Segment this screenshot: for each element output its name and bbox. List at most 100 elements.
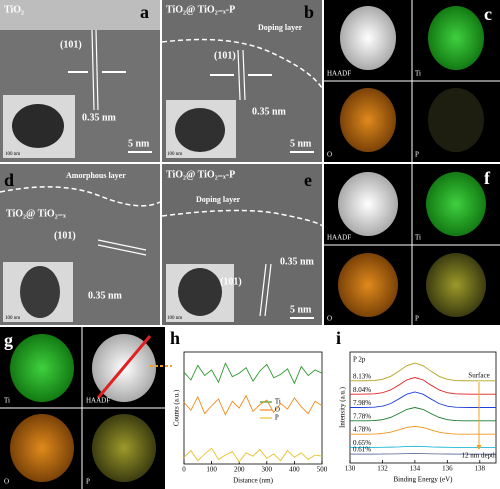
plane-label: (101) [54, 230, 76, 241]
series-label: 7.98% [353, 399, 371, 407]
panel-e: TiO₂@ TiO₂₋ₓ-P e Doping layer (101) 0.35… [161, 164, 323, 325]
series-label: 0.65% [353, 439, 371, 447]
particle [12, 104, 64, 148]
p-map [92, 414, 156, 482]
panel-c: c HAADF Ti O P [324, 0, 500, 162]
inset-scale: 100 nm [167, 152, 182, 157]
panel-title: TiO₂ [4, 4, 24, 15]
map-label: P [86, 478, 90, 486]
map-label: HAADF [327, 234, 351, 242]
layer-label: Doping layer [258, 23, 303, 32]
map-label: Ti [415, 234, 421, 242]
y-axis-label: Counts (a.u.) [173, 389, 181, 426]
panel-title: TiO₂@ TiO₂₋ₓ-P [166, 4, 235, 15]
o-map [340, 88, 396, 152]
panel-title: TiO₂@ TiO₂₋ₓ [6, 208, 66, 219]
spacing-label: 0.35 nm [252, 106, 287, 117]
line-scan [96, 335, 152, 399]
plane-label: (101) [220, 276, 242, 287]
map-label: Ti [415, 70, 421, 78]
fringe-line [97, 239, 147, 251]
map-label: HAADF [86, 397, 110, 405]
panel-a: TiO₂ a (101) 0.35 nm 5 nm 100 nm [0, 0, 160, 162]
annotation: 12 nm depth [462, 452, 497, 460]
annotation: P 2p [353, 356, 366, 364]
map-label: O [327, 151, 332, 159]
panel-letter: d [4, 170, 14, 190]
panel-g: g Ti HAADF O P [0, 327, 172, 489]
particle [178, 268, 222, 316]
legend-label: O [275, 406, 280, 414]
o-map [338, 253, 398, 317]
series-line [183, 362, 323, 385]
fringe-line [95, 29, 99, 111]
series-label: 4.78% [353, 426, 371, 434]
series-line [350, 391, 496, 408]
x-tick-label: 200 [234, 466, 245, 474]
series-line [183, 447, 323, 463]
spacing-label: 0.35 nm [280, 256, 315, 267]
fringe-line [97, 244, 147, 256]
panel-letter: e [304, 170, 312, 190]
x-tick-label: 132 [377, 465, 388, 473]
x-axis-label: Binding Energy (eV) [394, 476, 454, 484]
charts: 0 100 200 300 400 500 Distance (nm) Counts (a.u… [173, 351, 497, 485]
series-line [350, 452, 496, 455]
plane-label: (101) [60, 39, 82, 50]
scale-label: 5 nm [128, 138, 150, 149]
annotation: Surface [468, 372, 489, 380]
o-map [10, 414, 74, 482]
scale-label: 5 nm [290, 138, 312, 149]
x-tick-label: 400 [289, 466, 300, 474]
x-tick-label: 500 [317, 466, 328, 474]
panel-letter: b [304, 2, 314, 22]
layer-label: Amorphous layer [66, 171, 126, 180]
p-map [428, 88, 484, 152]
haadf-particle [338, 172, 398, 236]
series-line [350, 407, 496, 422]
p-map [426, 253, 486, 317]
fringe-line [237, 49, 241, 101]
legend-label: P [275, 414, 279, 422]
series-label: 8.13% [353, 372, 371, 380]
map-label: Ti [4, 397, 10, 405]
panel-d: d Amorphous layer TiO₂@ TiO₂₋ₓ (101) 0.3… [0, 164, 161, 325]
inset-scale: 100 nm [5, 152, 20, 157]
scale-label: 5 nm [290, 304, 312, 315]
fringe-line [91, 29, 95, 111]
plane-label: (101) [214, 50, 236, 61]
plot-frame [183, 351, 323, 465]
x-tick-label: 0 [182, 466, 186, 474]
x-tick-label: 136 [442, 465, 453, 473]
vacuum-region [0, 0, 160, 30]
panel-letter: c [484, 4, 492, 24]
series-label: 8.04% [353, 386, 371, 394]
layer-boundary [161, 38, 323, 89]
inset-scale: 100 nm [5, 316, 20, 321]
series-line [183, 394, 323, 416]
panel-b: TiO₂@ TiO₂₋ₓ-P b Doping layer (101) 0.35… [161, 0, 323, 162]
fringe-line [242, 49, 246, 101]
panel-letter: g [4, 330, 13, 350]
inset-scale: 100 nm [167, 316, 182, 321]
map-label: HAADF [327, 70, 351, 78]
panel-letter: i [336, 328, 341, 348]
series-label: 7.78% [353, 412, 371, 420]
spacing-label: 0.35 nm [88, 290, 123, 301]
series-line [350, 445, 496, 448]
arrow-head [476, 445, 482, 450]
particle [175, 108, 225, 152]
spacing-label: 0.35 nm [82, 112, 117, 123]
layer-label: Doping layer [196, 195, 241, 204]
legend-label: Ti [275, 398, 281, 406]
fringe-line [264, 263, 272, 317]
x-tick-label: 134 [410, 465, 421, 473]
panel-letter: f [484, 168, 491, 188]
map-label: P [415, 315, 419, 323]
map-label: O [327, 315, 332, 323]
x-tick-label: 100 [206, 466, 217, 474]
panel-letter: h [170, 328, 180, 348]
panel-f: f HAADF Ti O P [324, 164, 500, 325]
series-label: 0.61% [353, 446, 371, 454]
